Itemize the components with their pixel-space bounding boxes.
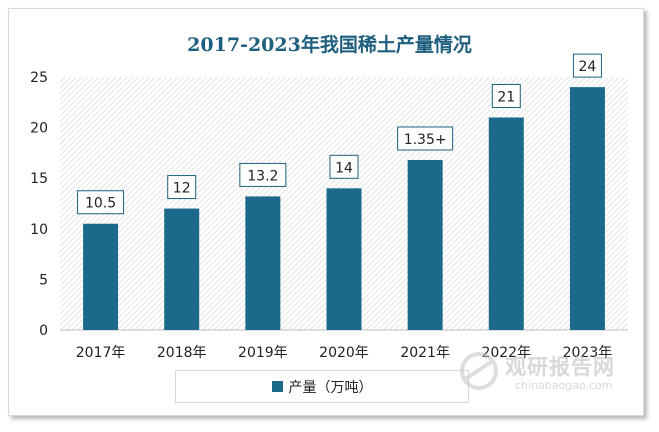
data-label: 1.35+ xyxy=(404,132,447,148)
y-tick-label: 5 xyxy=(39,272,48,288)
legend-label: 产量（万吨） xyxy=(288,379,373,396)
bar-1 xyxy=(83,223,119,330)
data-label-box xyxy=(329,154,359,179)
bar-3 xyxy=(245,196,281,330)
data-label-box xyxy=(572,53,602,78)
legend: 产量（万吨） xyxy=(175,370,469,403)
y-tick-label: 15 xyxy=(30,171,48,187)
y-tick-label: 20 xyxy=(30,121,48,137)
x-tick-label: 2020年 xyxy=(319,345,369,361)
data-label-box xyxy=(239,162,287,187)
data-label: 14 xyxy=(335,160,353,176)
y-tick-label: 0 xyxy=(39,323,48,339)
data-label-box xyxy=(397,126,454,151)
bar-4 xyxy=(326,188,362,330)
data-label-box xyxy=(491,83,521,108)
bar-7 xyxy=(569,87,605,331)
data-label-box xyxy=(167,175,197,200)
chart-title: 2017-2023年我国稀土产量情况 xyxy=(187,34,472,56)
bar-5 xyxy=(407,159,443,330)
watermark: 观研报告网 chinabaogao.com xyxy=(455,347,635,397)
data-label: 12 xyxy=(173,181,191,197)
watermark-url: chinabaogao.com xyxy=(515,379,613,392)
x-tick-label: 2017年 xyxy=(76,345,126,361)
x-tick-label: 2022年 xyxy=(481,345,531,361)
data-label: 24 xyxy=(579,59,597,75)
legend-swatch xyxy=(271,381,283,392)
watermark-logo-icon xyxy=(460,352,498,390)
x-tick-label: 2019年 xyxy=(238,345,288,361)
data-label-box xyxy=(77,190,125,215)
bar-2 xyxy=(164,208,200,330)
y-tick-label: 25 xyxy=(30,70,48,86)
x-tick-label: 2023年 xyxy=(563,345,613,361)
watermark-text: 观研报告网 xyxy=(505,355,615,379)
x-tick-label: 2018年 xyxy=(157,345,207,361)
data-label: 21 xyxy=(497,89,515,105)
y-tick-label: 10 xyxy=(30,222,48,238)
data-label: 10.5 xyxy=(85,196,116,212)
bar-6 xyxy=(488,117,524,330)
data-label: 13.2 xyxy=(247,168,278,184)
x-tick-label: 2021年 xyxy=(400,345,450,361)
